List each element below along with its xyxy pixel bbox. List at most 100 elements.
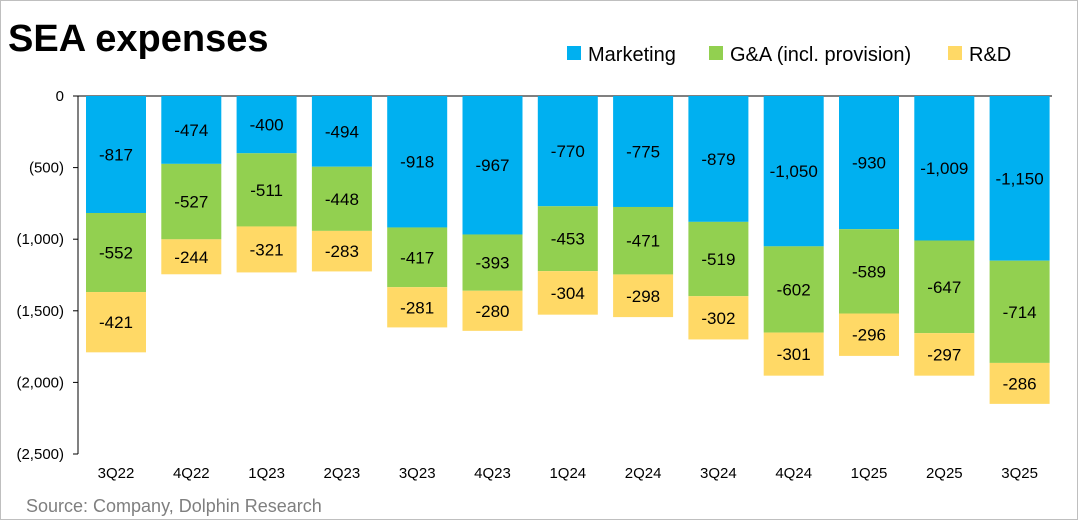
bar-rd bbox=[688, 296, 749, 340]
data-label: -930 bbox=[852, 154, 886, 173]
bar-ga bbox=[839, 229, 899, 314]
data-label: -552 bbox=[99, 244, 133, 263]
data-label: -775 bbox=[626, 142, 660, 161]
legend-label: R&D bbox=[969, 44, 1011, 66]
bar-rd bbox=[86, 292, 146, 353]
data-label: -1,009 bbox=[920, 159, 968, 178]
data-label: -527 bbox=[174, 193, 208, 212]
x-tick-label: 1Q25 bbox=[851, 465, 888, 482]
bar-marketing bbox=[989, 96, 1050, 261]
bar-rd bbox=[387, 287, 448, 328]
data-label: -302 bbox=[701, 309, 735, 328]
bar-marketing bbox=[236, 96, 297, 154]
legend-swatch bbox=[948, 46, 962, 60]
x-tick-label: 2Q23 bbox=[324, 465, 361, 482]
y-tick-label: (500) bbox=[29, 160, 64, 177]
data-label: -283 bbox=[325, 242, 359, 261]
data-label: -417 bbox=[400, 248, 434, 267]
x-tick-label: 4Q24 bbox=[775, 465, 812, 482]
bar-rd bbox=[462, 290, 523, 331]
data-label: -244 bbox=[174, 248, 208, 267]
bar-ga bbox=[161, 163, 222, 240]
x-tick-label: 3Q25 bbox=[1001, 465, 1038, 482]
bar-rd bbox=[161, 239, 222, 275]
x-tick-label: 1Q24 bbox=[549, 465, 586, 482]
data-label: -647 bbox=[927, 278, 961, 297]
y-tick-label: (1,500) bbox=[16, 303, 64, 320]
bar-marketing bbox=[613, 96, 674, 207]
bar-ga bbox=[537, 206, 598, 272]
data-label: -511 bbox=[250, 181, 283, 200]
data-label: -400 bbox=[250, 116, 284, 135]
data-label: -304 bbox=[551, 284, 585, 303]
data-label: -421 bbox=[99, 313, 133, 332]
legend-label: Marketing bbox=[588, 44, 676, 66]
x-tick-label: 2Q24 bbox=[625, 465, 662, 482]
data-label: -298 bbox=[626, 287, 660, 306]
data-label: -519 bbox=[701, 250, 735, 269]
bar-marketing bbox=[537, 96, 598, 207]
bar-marketing bbox=[161, 96, 222, 164]
data-label: -393 bbox=[475, 254, 509, 273]
bar-rd bbox=[311, 230, 372, 272]
bar-rd bbox=[839, 313, 899, 356]
x-tick-label: 2Q25 bbox=[926, 465, 963, 482]
bar-marketing bbox=[86, 96, 146, 213]
y-tick-label: 0 bbox=[56, 88, 64, 105]
bar-ga bbox=[613, 206, 674, 275]
x-tick-label: 3Q24 bbox=[700, 465, 737, 482]
source-note: Source: Company, Dolphin Research bbox=[26, 496, 322, 516]
bar-rd bbox=[989, 362, 1050, 404]
data-label: -770 bbox=[551, 142, 585, 161]
x-tick-label: 4Q23 bbox=[474, 465, 511, 482]
data-label: -967 bbox=[475, 156, 509, 175]
bar-marketing bbox=[914, 96, 975, 241]
data-label: -281 bbox=[400, 298, 434, 317]
bar-marketing bbox=[311, 96, 372, 167]
data-label: -296 bbox=[852, 326, 886, 345]
x-tick-label: 1Q23 bbox=[248, 465, 285, 482]
bar-rd bbox=[763, 332, 824, 376]
x-tick-label: 3Q23 bbox=[399, 465, 436, 482]
bar-ga bbox=[989, 260, 1050, 363]
chart-title: SEA expenses bbox=[8, 18, 269, 60]
bar-ga bbox=[236, 153, 297, 227]
data-label: -918 bbox=[400, 153, 434, 172]
bar-rd bbox=[537, 271, 598, 315]
data-label: -297 bbox=[927, 345, 961, 364]
data-label: -301 bbox=[777, 345, 811, 364]
bar-marketing bbox=[462, 96, 523, 235]
data-label: -589 bbox=[852, 262, 886, 281]
data-label: -817 bbox=[99, 145, 133, 164]
bar-ga bbox=[688, 221, 749, 297]
data-label: -453 bbox=[551, 230, 585, 249]
bar-marketing bbox=[763, 96, 824, 247]
data-label: -474 bbox=[174, 121, 208, 140]
data-label: -714 bbox=[1003, 303, 1037, 322]
bar-rd bbox=[914, 333, 975, 376]
bar-ga bbox=[86, 212, 146, 293]
data-label: -879 bbox=[701, 150, 735, 169]
legend-swatch bbox=[709, 46, 723, 60]
bar-ga bbox=[462, 234, 523, 291]
y-tick-label: (1,000) bbox=[16, 231, 64, 248]
bar-ga bbox=[311, 166, 372, 231]
y-tick-label: (2,000) bbox=[16, 374, 64, 391]
data-label: -448 bbox=[325, 190, 359, 209]
data-label: -1,050 bbox=[770, 162, 818, 181]
data-label: -280 bbox=[475, 302, 509, 321]
y-tick-label: (2,500) bbox=[16, 446, 64, 463]
bar-rd bbox=[613, 274, 674, 318]
data-label: -602 bbox=[777, 280, 811, 299]
data-label: -494 bbox=[325, 122, 359, 141]
legend-label: G&A (incl. provision) bbox=[730, 44, 911, 66]
bar-ga bbox=[763, 246, 824, 333]
legend-swatch bbox=[567, 46, 581, 60]
data-label: -1,150 bbox=[995, 169, 1043, 188]
x-tick-label: 3Q22 bbox=[98, 465, 135, 482]
data-label: -321 bbox=[250, 240, 284, 259]
data-label: -471 bbox=[626, 232, 660, 251]
data-label: -286 bbox=[1003, 374, 1037, 393]
bar-marketing bbox=[839, 96, 899, 230]
